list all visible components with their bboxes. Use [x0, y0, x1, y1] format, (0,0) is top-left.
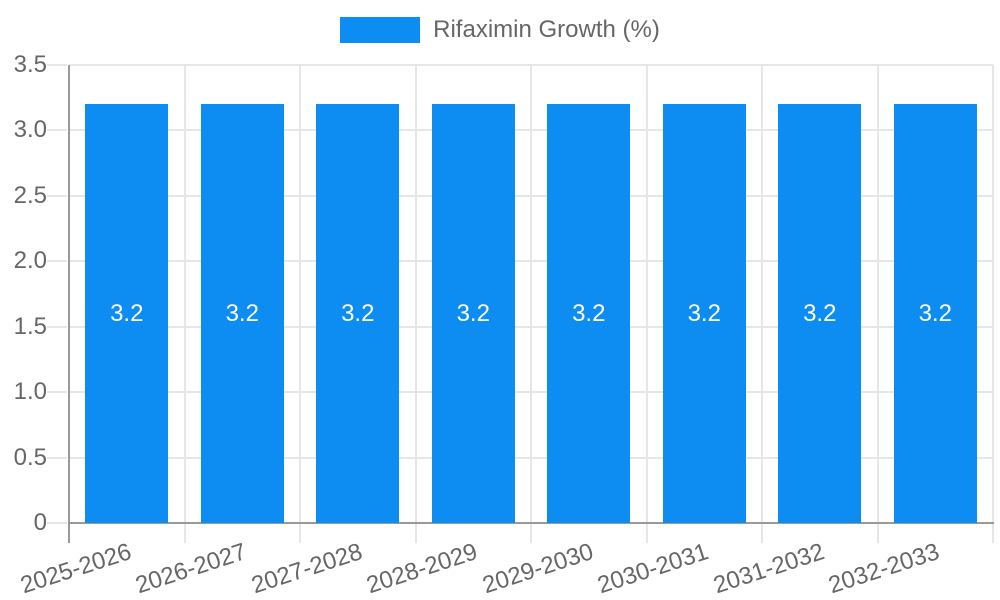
- bar: [200, 104, 284, 523]
- y-tick-mark: [47, 260, 67, 263]
- bar: [85, 104, 169, 523]
- legend-label: Rifaximin Growth (%): [433, 16, 660, 43]
- y-axis-tick-label: 2.5: [13, 181, 47, 209]
- y-axis-tick-label: 2.0: [13, 247, 47, 275]
- bar: [547, 104, 631, 523]
- x-gridline: [761, 65, 763, 543]
- x-gridline: [645, 65, 648, 543]
- y-axis-tick-label: 0.5: [13, 443, 47, 471]
- y-tick-mark: [47, 325, 67, 328]
- y-tick-mark: [47, 456, 67, 459]
- bar-value-label: 3.2: [341, 299, 375, 327]
- bar-value-label: 3.2: [456, 299, 490, 327]
- bar-value-label: 3.2: [225, 299, 259, 327]
- y-tick-mark: [47, 391, 67, 394]
- x-gridline: [530, 65, 532, 543]
- x-axis-baseline: [68, 522, 994, 524]
- bar: [662, 104, 746, 523]
- y-tick-mark: [47, 129, 67, 132]
- y-axis-line: [68, 65, 70, 543]
- bar-value-label: 3.2: [918, 299, 952, 327]
- bar: [316, 104, 400, 523]
- bar: [893, 104, 977, 523]
- y-tick-mark: [47, 522, 67, 524]
- y-axis-tick-label: 1.0: [13, 378, 47, 406]
- legend: Rifaximin Growth (%): [0, 16, 1000, 44]
- y-tick-mark: [47, 64, 67, 66]
- y-axis-tick-label: 0: [33, 509, 47, 536]
- y-tick-mark: [47, 194, 67, 197]
- bar: [431, 104, 515, 523]
- bar-value-label: 3.2: [687, 299, 721, 327]
- x-gridline: [414, 65, 417, 543]
- bar-value-label: 3.2: [572, 299, 606, 327]
- bar-value-label: 3.2: [110, 299, 144, 327]
- bar: [778, 104, 862, 523]
- x-gridline: [299, 65, 301, 543]
- y-axis-tick-label: 3.5: [13, 51, 47, 78]
- y-axis-tick-label: 3.0: [13, 116, 47, 144]
- x-gridline: [992, 65, 994, 543]
- x-gridline: [876, 65, 879, 543]
- bar-value-label: 3.2: [803, 299, 837, 327]
- legend-swatch: [340, 17, 421, 43]
- y-axis-tick-label: 1.5: [13, 312, 47, 340]
- x-gridline: [183, 65, 186, 543]
